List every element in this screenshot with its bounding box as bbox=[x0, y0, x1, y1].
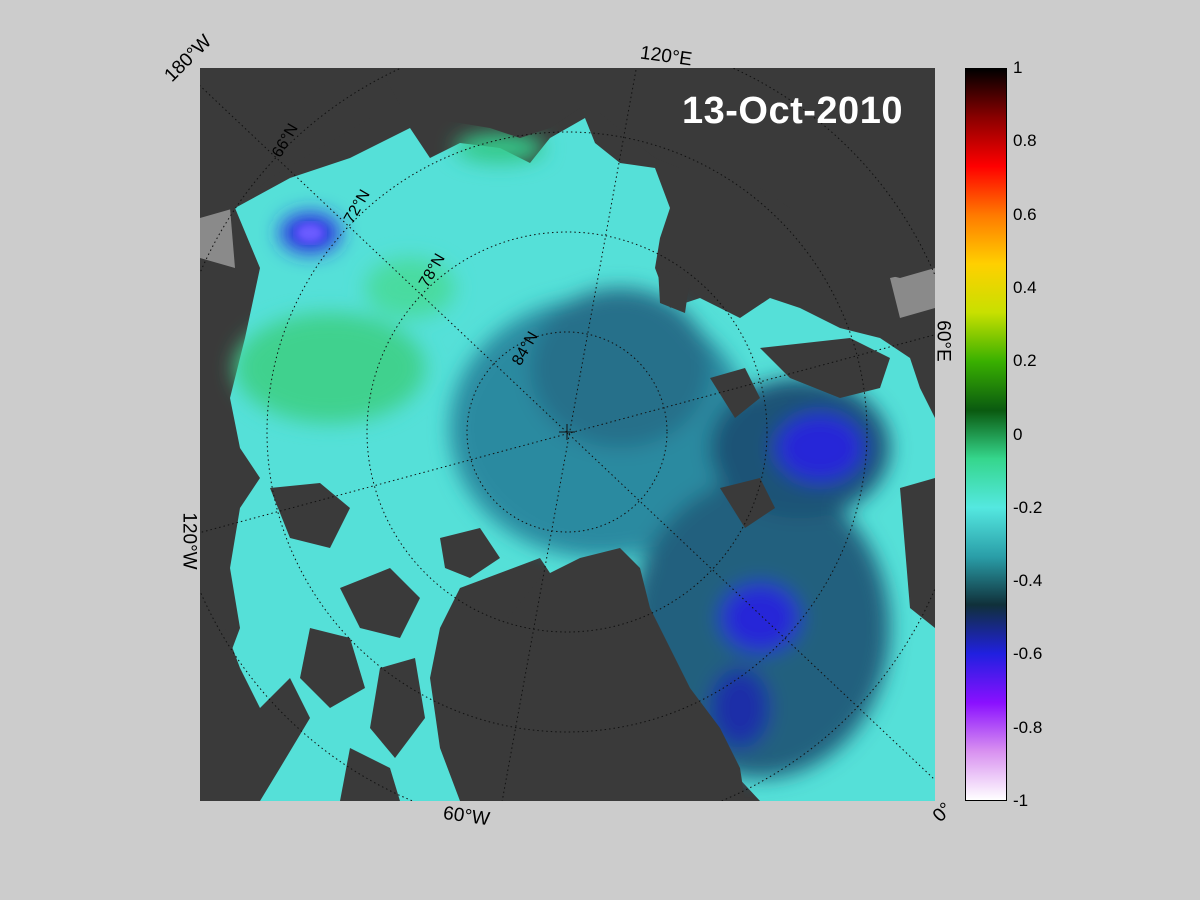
polar-grid bbox=[200, 68, 935, 801]
lon-label-60e: 60°E bbox=[932, 320, 954, 362]
pole-marker bbox=[559, 424, 575, 440]
land-masses bbox=[200, 68, 935, 801]
lon-label-0: 0° bbox=[928, 798, 957, 827]
colorbar-tick-label: -0.4 bbox=[1013, 571, 1043, 591]
colorbar-tick-label: 0.2 bbox=[1013, 351, 1037, 371]
sea-ice-map bbox=[200, 68, 935, 801]
colorbar-tick-label: -0.6 bbox=[1013, 644, 1043, 664]
date-label: 13-Oct-2010 bbox=[682, 90, 903, 132]
colorbar-tick-label: -0.8 bbox=[1013, 717, 1043, 737]
colorbar-tick-label: -0.2 bbox=[1013, 497, 1043, 517]
colorbar-tick-label: 0.8 bbox=[1013, 131, 1037, 151]
colorbar-tick-label: -1 bbox=[1013, 791, 1029, 810]
colorbar-tick-label: 1 bbox=[1013, 58, 1023, 77]
map-drawing bbox=[200, 68, 935, 801]
lon-label-120w: 120°W bbox=[178, 512, 200, 570]
colorbar-tick-label: 0.4 bbox=[1013, 277, 1037, 297]
lon-label-60w: 60°W bbox=[441, 802, 491, 831]
colorbar-tick-label: 0.6 bbox=[1013, 204, 1037, 224]
colorbar bbox=[965, 68, 1007, 801]
colorbar-tick-label: 0 bbox=[1013, 424, 1023, 444]
